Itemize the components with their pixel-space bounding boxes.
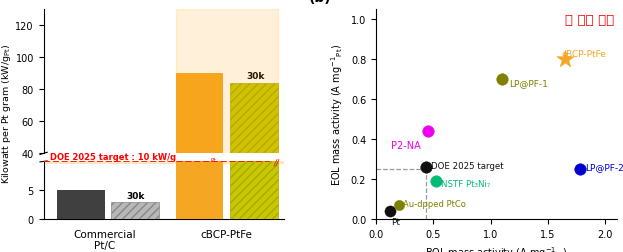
- Bar: [230, 0, 278, 219]
- Point: [430, 179, 440, 183]
- Text: NSTF Pt₃Ni₇: NSTF Pt₃Ni₇: [441, 179, 491, 188]
- Text: //: //: [273, 158, 279, 167]
- Text: 본 연구 결과: 본 연구 결과: [565, 14, 614, 27]
- Bar: [176, 74, 224, 217]
- Point: [421, 165, 431, 169]
- Bar: [57, 210, 105, 217]
- Text: Au-dpped PtCo: Au-dpped PtCo: [404, 199, 467, 208]
- Point: [497, 78, 507, 82]
- Text: Kilowatt per Pt gram (kW/g$_\mathrm{Pt}$): Kilowatt per Pt gram (kW/g$_\mathrm{Pt}$…: [0, 44, 12, 183]
- Text: Pt: Pt: [391, 217, 400, 226]
- X-axis label: BOL mass activity (A mg$^{-1}$$_\mathrm{Pt}$): BOL mass activity (A mg$^{-1}$$_\mathrm{…: [425, 244, 568, 252]
- Text: 30k: 30k: [126, 191, 145, 200]
- Bar: [230, 83, 278, 217]
- Bar: [57, 191, 105, 219]
- Text: (b): (b): [308, 0, 331, 5]
- Point: [560, 58, 570, 62]
- Y-axis label: EOL mass activity (A mg$^{-1}$$_\mathrm{Pt}$): EOL mass activity (A mg$^{-1}$$_\mathrm{…: [330, 44, 345, 185]
- Point: [422, 130, 432, 134]
- Text: DOE 2025 target : 10 kW/g: DOE 2025 target : 10 kW/g: [50, 152, 176, 162]
- Text: 30k: 30k: [247, 71, 265, 80]
- Bar: [44, 160, 285, 164]
- Text: DOE 2025 target: DOE 2025 target: [431, 161, 503, 170]
- Text: P2-NA: P2-NA: [391, 141, 421, 150]
- Text: cBCP-PtFe: cBCP-PtFe: [562, 49, 607, 58]
- Bar: [176, 0, 224, 219]
- Bar: [112, 213, 159, 217]
- Point: [575, 167, 585, 171]
- Point: [394, 203, 404, 207]
- Text: $_\mathrm{Pt}$: $_\mathrm{Pt}$: [210, 155, 217, 164]
- Text: LP@PF-1: LP@PF-1: [509, 79, 548, 88]
- Bar: [112, 202, 159, 219]
- Text: LP@PF-2: LP@PF-2: [584, 163, 623, 172]
- Point: [385, 209, 395, 213]
- Bar: [176, 10, 278, 154]
